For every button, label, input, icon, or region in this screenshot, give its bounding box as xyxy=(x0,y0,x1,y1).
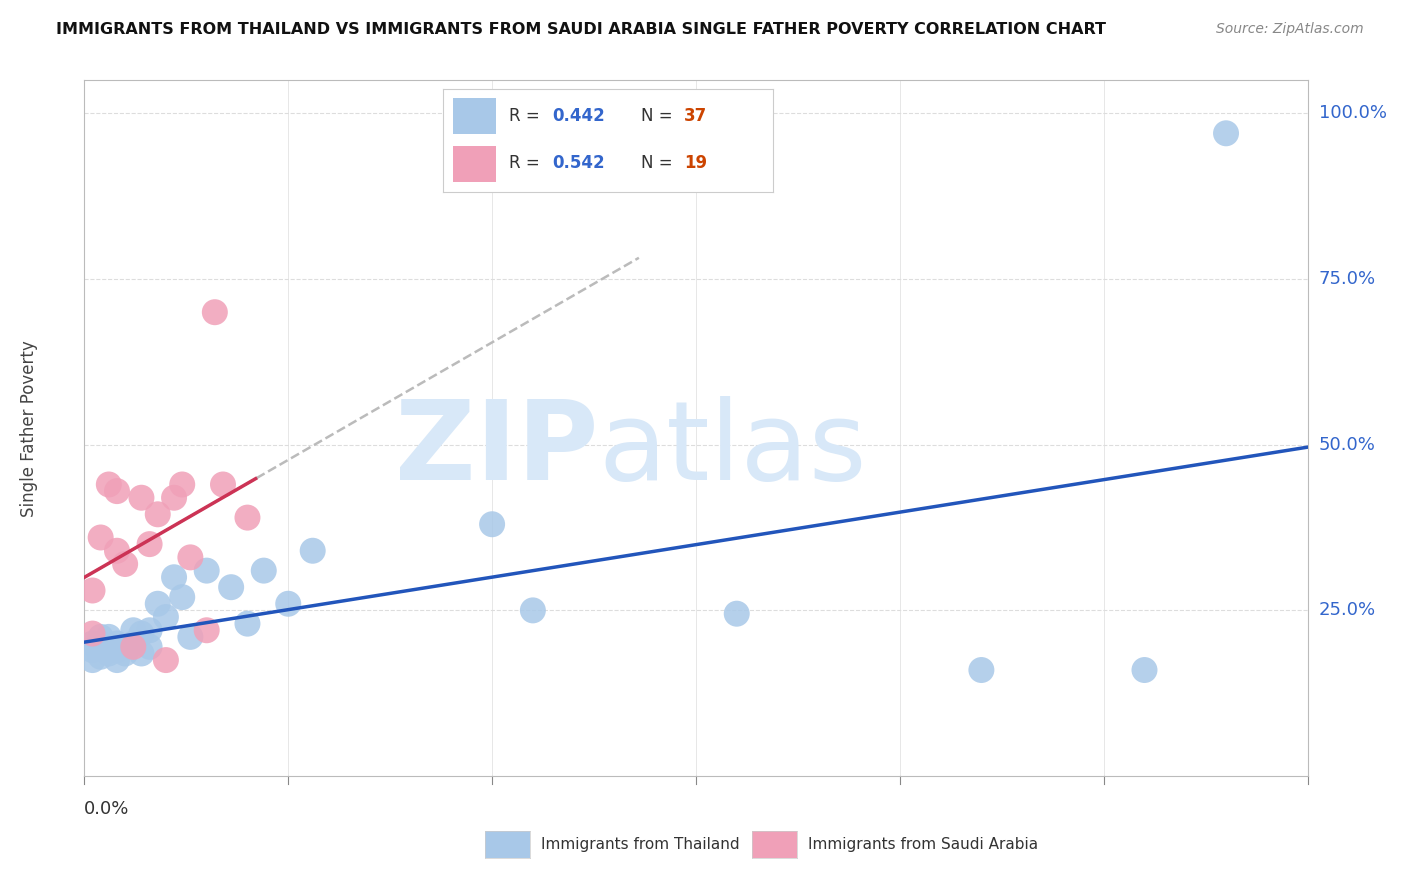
Point xyxy=(138,640,160,654)
Point xyxy=(155,653,177,667)
Point xyxy=(236,616,259,631)
Point xyxy=(105,653,128,667)
Point xyxy=(522,603,544,617)
Point xyxy=(97,630,120,644)
Point xyxy=(138,537,160,551)
Point xyxy=(970,663,993,677)
Point xyxy=(301,543,323,558)
Point xyxy=(219,580,242,594)
Point xyxy=(105,543,128,558)
Text: N =: N = xyxy=(641,107,678,125)
Point xyxy=(481,517,503,532)
Point xyxy=(97,647,120,661)
Point xyxy=(82,636,104,650)
Point xyxy=(131,647,153,661)
Point xyxy=(163,570,186,584)
Point xyxy=(195,564,218,578)
Point xyxy=(105,484,128,499)
Point xyxy=(1133,663,1156,677)
Point xyxy=(725,607,748,621)
Text: R =: R = xyxy=(509,154,546,172)
Point xyxy=(172,590,194,604)
Text: 37: 37 xyxy=(685,107,707,125)
Point xyxy=(105,643,128,657)
Point xyxy=(90,630,112,644)
Point xyxy=(138,624,160,638)
Point xyxy=(131,626,153,640)
Point xyxy=(105,636,128,650)
Text: ZIP: ZIP xyxy=(395,395,598,502)
Text: atlas: atlas xyxy=(598,395,866,502)
Text: Single Father Poverty: Single Father Poverty xyxy=(20,340,38,516)
Point xyxy=(204,305,226,319)
Point xyxy=(131,491,153,505)
Point xyxy=(172,477,194,491)
Text: 25.0%: 25.0% xyxy=(1319,601,1376,619)
Point xyxy=(114,557,136,571)
Text: 75.0%: 75.0% xyxy=(1319,270,1376,288)
Point xyxy=(179,550,201,565)
FancyBboxPatch shape xyxy=(453,98,496,135)
Text: 0.542: 0.542 xyxy=(553,154,605,172)
Point xyxy=(122,636,145,650)
Point xyxy=(82,653,104,667)
Point xyxy=(122,624,145,638)
Point xyxy=(82,626,104,640)
Text: Source: ZipAtlas.com: Source: ZipAtlas.com xyxy=(1216,22,1364,37)
Text: 0.0%: 0.0% xyxy=(84,800,129,818)
Point xyxy=(163,491,186,505)
Text: 0.442: 0.442 xyxy=(553,107,605,125)
Point xyxy=(114,640,136,654)
Text: R =: R = xyxy=(509,107,546,125)
Point xyxy=(155,610,177,624)
Point xyxy=(146,508,169,522)
Point xyxy=(97,640,120,654)
Point xyxy=(236,510,259,524)
Point xyxy=(179,630,201,644)
Point xyxy=(1215,126,1237,140)
Text: Immigrants from Thailand: Immigrants from Thailand xyxy=(541,838,740,852)
Point xyxy=(122,640,145,654)
Text: 50.0%: 50.0% xyxy=(1319,435,1375,454)
Point xyxy=(277,597,299,611)
Point xyxy=(90,636,112,650)
Text: N =: N = xyxy=(641,154,678,172)
Point xyxy=(146,597,169,611)
Point xyxy=(195,624,218,638)
Point xyxy=(212,477,235,491)
Point xyxy=(90,531,112,545)
Point xyxy=(82,643,104,657)
Point xyxy=(90,649,112,664)
FancyBboxPatch shape xyxy=(453,145,496,181)
Point xyxy=(82,583,104,598)
Point xyxy=(97,477,120,491)
Text: 100.0%: 100.0% xyxy=(1319,104,1386,122)
Point xyxy=(114,647,136,661)
Point xyxy=(253,564,276,578)
Text: IMMIGRANTS FROM THAILAND VS IMMIGRANTS FROM SAUDI ARABIA SINGLE FATHER POVERTY C: IMMIGRANTS FROM THAILAND VS IMMIGRANTS F… xyxy=(56,22,1107,37)
Text: Immigrants from Saudi Arabia: Immigrants from Saudi Arabia xyxy=(808,838,1039,852)
Text: 19: 19 xyxy=(685,154,707,172)
